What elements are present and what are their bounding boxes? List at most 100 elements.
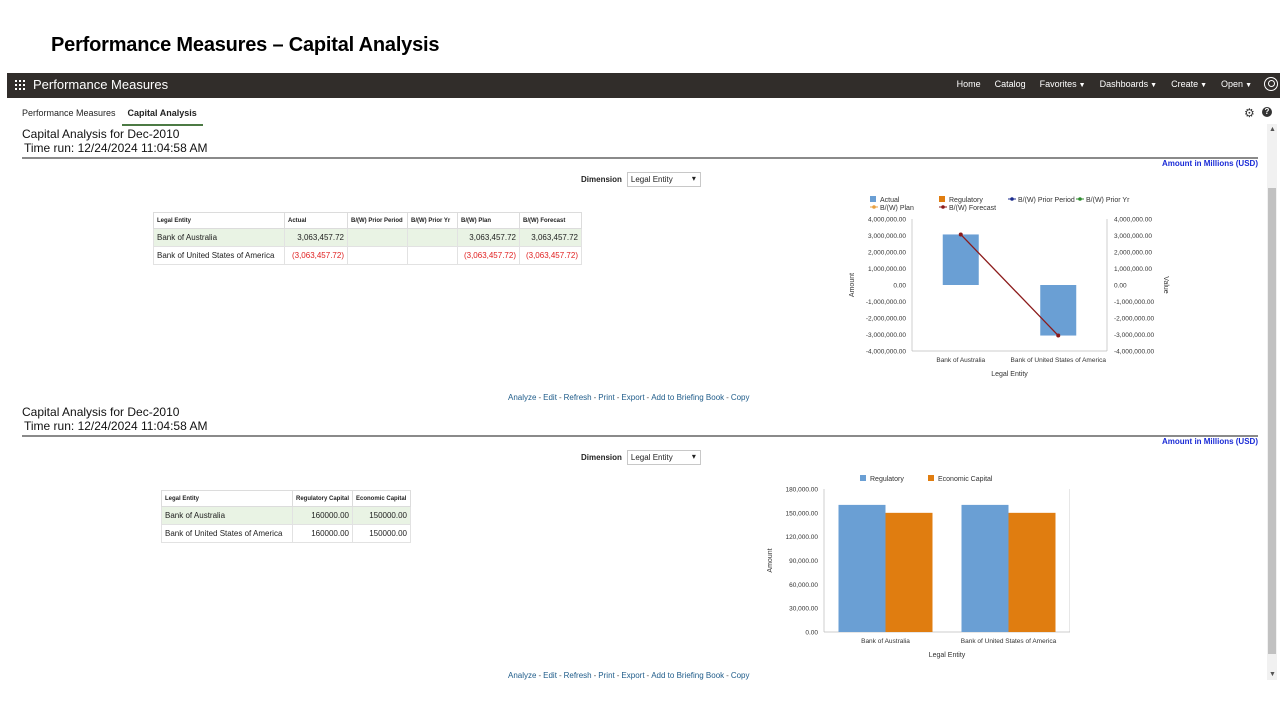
y-axis-title: Amount — [767, 548, 774, 572]
report-links: Analyze - Edit - Refresh - Print - Export - Add to… — [508, 671, 750, 680]
table-cell: (3,063,457.72) — [284, 246, 348, 265]
add-to-briefing-book-link[interactable]: Add to Briefing Book — [651, 393, 725, 402]
y-tick-label: 60,000.00 — [789, 582, 818, 589]
add-to-briefing-book-link[interactable]: Add to Briefing Book — [651, 671, 725, 680]
nav-label: Catalog — [994, 79, 1026, 89]
x-tick-label: Bank of United States of America — [961, 638, 1057, 645]
dimension-select[interactable]: Legal Entity — [626, 172, 701, 187]
x-tick-label: Bank of Australia — [936, 357, 985, 364]
table-cell: (3,063,457.72) — [457, 246, 520, 265]
table-cell: 150000.00 — [352, 524, 412, 543]
tab-performance-measures[interactable]: Performance Measures — [22, 108, 116, 118]
y-tick-label: 1,000,000.00 — [868, 266, 906, 273]
section-title: Capital Analysis for Dec-2010 — [22, 127, 180, 141]
global-nav: Home Catalog Favorites ▼ Dashboards ▼ Create ▼ O… — [943, 79, 1252, 89]
legend-label: B/(W) Prior Period — [1018, 197, 1075, 204]
table-cell — [347, 228, 408, 247]
legend-point-marker — [941, 205, 945, 209]
y-tick-label: 120,000.00 — [785, 534, 818, 541]
dimension-label: Dimension — [581, 453, 622, 462]
report-links: Analyze - Edit - Refresh - Print - Export - Add to… — [508, 393, 750, 402]
y-tick-label: -2,000,000.00 — [866, 316, 907, 323]
bar — [1040, 285, 1077, 336]
y2-tick-label: 1,000,000.00 — [1114, 266, 1152, 273]
y-tick-label: 3,000,000.00 — [868, 233, 906, 240]
gear-icon[interactable]: ⚙ — [1244, 106, 1255, 120]
bar — [961, 504, 1009, 632]
analyze-link[interactable]: Analyze — [508, 671, 537, 680]
time-run: Time run: 12/24/2024 11:04:58 AM — [24, 141, 208, 155]
app-grid-icon[interactable] — [15, 80, 25, 90]
nav-create[interactable]: Create ▼ — [1171, 79, 1207, 89]
link-separator: - — [646, 671, 650, 680]
table-header-row: Legal Entity Actual B/(W) Prior Period B/(W… — [153, 212, 582, 229]
scrollbar-thumb[interactable] — [1268, 188, 1276, 654]
analyze-link[interactable]: Analyze — [508, 393, 537, 402]
section-title: Capital Analysis for Dec-2010 — [22, 405, 180, 419]
x-tick-label: Bank of Australia — [861, 638, 910, 645]
legend-point-marker — [1010, 197, 1014, 201]
table-row: Bank of Australia 3,063,457.72 3,063,457.7… — [153, 228, 582, 247]
legend-label: B/(W) Forecast — [949, 205, 996, 212]
capital-analysis-table: Legal Entity Actual B/(W) Prior Period B/(W… — [153, 212, 582, 265]
caret-down-icon: ▼ — [1150, 82, 1158, 89]
series-point — [1056, 333, 1061, 338]
nav-catalog[interactable]: Catalog — [995, 79, 1026, 89]
y2-tick-label: -2,000,000.00 — [1114, 316, 1155, 323]
section-divider — [22, 157, 1258, 159]
column-header: Economic Capital — [352, 490, 412, 507]
column-header: B/(W) Prior Period — [347, 212, 408, 229]
edit-link[interactable]: Edit — [543, 393, 557, 402]
scroll-down-icon[interactable]: ▼ — [1269, 671, 1276, 678]
tab-capital-analysis[interactable]: Capital Analysis — [121, 105, 203, 126]
y2-tick-label: -1,000,000.00 — [1114, 299, 1155, 306]
table-cell: (3,063,457.72) — [519, 246, 582, 265]
column-header: B/(W) Forecast — [519, 212, 582, 229]
print-link[interactable]: Print — [598, 393, 615, 402]
table-header-row: Legal Entity Regulatory Capital Economic C… — [161, 490, 412, 507]
capital-comparison-chart: Regulatory Economic Capital 180,000.00 150,… — [767, 475, 1070, 659]
legend-point-marker — [872, 205, 876, 209]
copy-link[interactable]: Copy — [730, 393, 750, 402]
export-link[interactable]: Export — [621, 393, 645, 402]
table-cell: 160000.00 — [291, 506, 354, 525]
user-profile-icon[interactable] — [1264, 77, 1278, 91]
nav-label: Open — [1221, 79, 1244, 89]
y2-tick-label: -3,000,000.00 — [1114, 332, 1155, 339]
series-line — [960, 234, 1059, 336]
vertical-scrollbar[interactable]: ▲ ▼ — [1267, 124, 1277, 680]
dashboard-page-tabs: Performance Measures Capital Analysis — [16, 105, 203, 126]
time-run: Time run: 12/24/2024 11:04:58 AM — [24, 419, 208, 433]
export-link[interactable]: Export — [621, 671, 645, 680]
print-link[interactable]: Print — [598, 671, 615, 680]
link-separator: - — [538, 393, 542, 402]
y-tick-label: 30,000.00 — [789, 606, 818, 613]
column-header: Legal Entity — [153, 212, 285, 229]
capital-analysis-chart: Actual Regulatory B/(W) Prior Period B/(W) … — [849, 196, 1169, 378]
dimension-prompt: Dimension Legal Entity — [581, 450, 701, 465]
legend-swatch — [860, 475, 866, 481]
copy-link[interactable]: Copy — [730, 671, 750, 680]
nav-home[interactable]: Home — [957, 79, 981, 89]
slide-title: Performance Measures – Capital Analysis — [51, 34, 440, 56]
nav-favorites[interactable]: Favorites ▼ — [1040, 79, 1086, 89]
legend-swatch — [928, 475, 934, 481]
y-axis-title: Amount — [849, 273, 856, 297]
y2-axis-title: Value — [1162, 276, 1169, 293]
nav-dashboards[interactable]: Dashboards ▼ — [1100, 79, 1157, 89]
nav-open[interactable]: Open ▼ — [1221, 79, 1252, 89]
refresh-link[interactable]: Refresh — [563, 393, 592, 402]
scroll-up-icon[interactable]: ▲ — [1269, 126, 1276, 133]
y-tick-label: 150,000.00 — [785, 510, 818, 517]
nav-label: Create — [1171, 79, 1199, 89]
legend-label: Regulatory — [949, 197, 983, 204]
edit-link[interactable]: Edit — [543, 671, 557, 680]
column-header: Regulatory Capital — [291, 490, 354, 507]
caret-down-icon: ▼ — [1245, 82, 1252, 89]
help-icon[interactable]: ? — [1262, 107, 1272, 117]
bar — [838, 504, 886, 632]
y-tick-label: 0.00 — [805, 630, 818, 637]
y-tick-label: -4,000,000.00 — [866, 349, 907, 356]
refresh-link[interactable]: Refresh — [563, 671, 592, 680]
dimension-select[interactable]: Legal Entity — [626, 450, 701, 465]
